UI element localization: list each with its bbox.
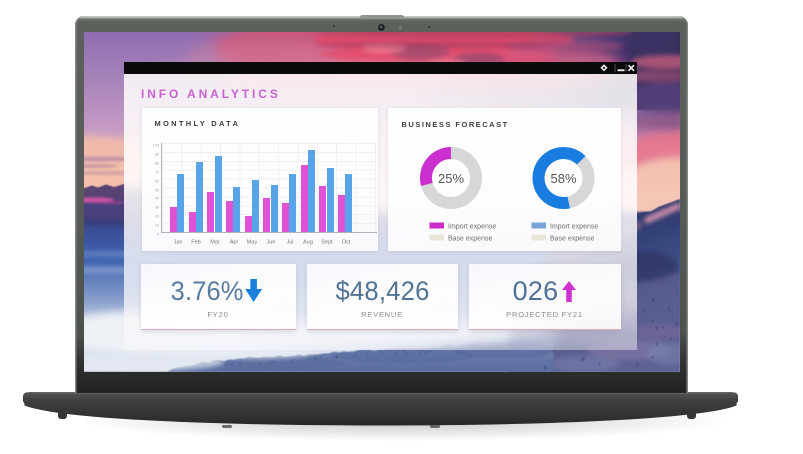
- svg-text:Import expense: Import expense: [550, 223, 598, 230]
- svg-text:Base expense: Base expense: [448, 235, 492, 242]
- svg-text:58%: 58%: [550, 171, 576, 186]
- svg-text:Import expense: Import expense: [448, 223, 496, 230]
- svg-text:Base expense: Base expense: [550, 235, 594, 242]
- svg-text:25%: 25%: [437, 171, 463, 186]
